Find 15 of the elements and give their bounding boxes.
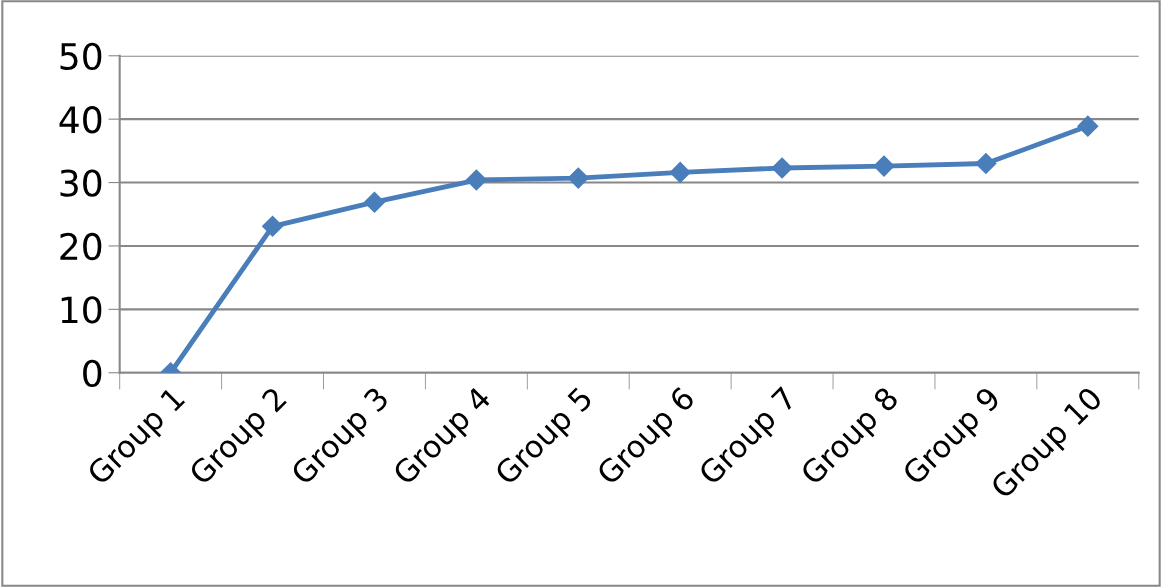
- point: [975, 153, 997, 175]
- y-tick-label: 30: [60, 169, 102, 197]
- point: [873, 155, 895, 177]
- y-tick-label: 50: [60, 42, 102, 70]
- point: [1077, 115, 1099, 137]
- y-tick-label: 10: [61, 296, 102, 324]
- point: [771, 157, 793, 179]
- point: [567, 167, 589, 189]
- point: [262, 215, 284, 237]
- y-tick-label: 0: [83, 359, 102, 387]
- y-tick-label: 20: [60, 232, 102, 261]
- point: [363, 191, 385, 213]
- y-tick-label: 40: [59, 106, 102, 134]
- point: [669, 161, 691, 183]
- point: [465, 169, 487, 191]
